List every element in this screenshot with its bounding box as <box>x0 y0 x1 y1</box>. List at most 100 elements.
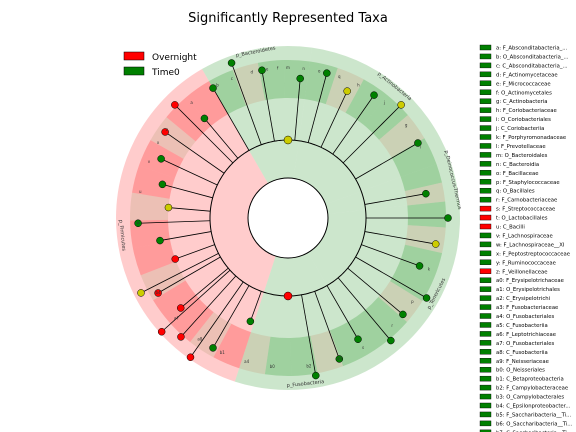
key-label: o: F_Bacillaceae <box>496 171 539 177</box>
taxon-node <box>177 304 185 312</box>
branch <box>332 94 375 155</box>
key-swatch <box>479 402 492 409</box>
clade-wedge <box>379 115 425 158</box>
taxon-node <box>323 69 331 77</box>
branch <box>364 193 426 205</box>
clade-label: d <box>250 69 253 74</box>
taxon-node <box>283 135 293 145</box>
branch <box>160 158 218 186</box>
key-label: b0: O_Neisseriales <box>496 368 545 374</box>
key-label: b: O_Absconditabacteria_... <box>496 54 569 60</box>
legend-swatch-overnight <box>123 51 145 61</box>
clade-label: q <box>338 74 341 79</box>
key-swatch <box>479 349 492 355</box>
taxon-node <box>161 128 169 136</box>
phylum-sector <box>202 46 312 184</box>
key-label: f: O_Actinomycetales <box>496 90 552 96</box>
clade-label: a <box>190 100 193 105</box>
key-label: b5: F_Saccharibacteria__Ti... <box>496 412 572 418</box>
branch <box>138 220 211 224</box>
key-label: r: F_Carnobacteriaceae <box>496 198 557 204</box>
key-swatch <box>479 71 492 78</box>
key-label: v: F_Lachnospiraceae <box>496 233 553 239</box>
taxon-node <box>397 101 405 109</box>
taxon-node <box>335 355 344 363</box>
tree-root-circle <box>247 177 329 259</box>
key-label: y: F_Ruminococcaceae <box>496 260 556 266</box>
taxon-node <box>422 294 431 302</box>
key-swatch <box>479 277 492 283</box>
branch <box>162 183 213 199</box>
clade-wedge <box>407 201 447 228</box>
key-label: a1: O_Erysipelotrichales <box>496 287 560 293</box>
branch <box>231 62 262 145</box>
taxon-node <box>422 189 430 198</box>
taxon-node <box>399 310 407 319</box>
clade-wedge <box>310 330 344 374</box>
taxon-node <box>157 328 166 336</box>
key-label: k: F_Porphyromonadaceae <box>496 135 566 141</box>
clade-label: w <box>136 220 140 225</box>
key-swatch <box>479 196 492 203</box>
clade-label: i <box>420 145 421 150</box>
clade-label: s <box>362 345 364 350</box>
key-label: a2: C_Erysipelotrichi <box>496 296 550 302</box>
legend-swatch-time0 <box>123 66 145 76</box>
key-swatch <box>479 313 492 319</box>
branch <box>180 275 237 338</box>
branch <box>294 78 301 141</box>
clade-label: f <box>277 65 279 70</box>
branch <box>326 285 359 340</box>
tree-nodes <box>134 59 452 380</box>
clade-label: e <box>266 66 269 71</box>
taxon-node <box>156 236 164 245</box>
key-label: s: F_Streptococcaceae <box>496 207 555 213</box>
key-swatch <box>479 98 492 104</box>
key-label: j: C_Coriobacteriia <box>495 126 544 132</box>
branch <box>212 87 250 151</box>
key-label: p: F_Staphylococcaceae <box>496 180 560 186</box>
taxon-node <box>186 353 195 362</box>
key-swatch <box>479 429 492 432</box>
taxon-node <box>343 87 351 95</box>
key-label: u: C_Bacilli <box>496 225 525 231</box>
key-label: a0: F_Erysipelotrichaceae <box>496 278 564 284</box>
key-swatch <box>479 304 492 310</box>
taxon-node <box>387 336 395 345</box>
taxon-node <box>171 101 179 109</box>
key-label: l: F_Prevotellaceae <box>496 144 546 150</box>
taxa-key: a: F_Absconditabacteria_... b: O_Abscondi… <box>479 44 573 432</box>
clade-wedge <box>400 163 442 192</box>
branch <box>180 267 229 309</box>
key-swatch <box>479 250 492 257</box>
taxon-node <box>227 59 236 67</box>
clade-wedge <box>345 79 388 125</box>
clade-wedge <box>132 241 177 276</box>
taxon-node <box>164 203 173 212</box>
key-swatch <box>479 161 492 167</box>
key-label: e: F_Micrococcaceae <box>496 81 551 87</box>
clade-label: g <box>405 123 408 128</box>
key-swatch <box>479 232 492 239</box>
key-swatch <box>479 340 492 346</box>
clade-label: o <box>318 68 321 73</box>
taxon-node <box>246 317 255 326</box>
branch <box>250 291 262 322</box>
branch <box>364 231 436 245</box>
branch <box>261 70 275 142</box>
key-label: a: F_Absconditabacteria_... <box>496 46 568 52</box>
clade-label: b <box>216 83 219 88</box>
taxon-node <box>209 344 217 352</box>
key-swatch <box>479 143 492 149</box>
branch <box>314 291 340 360</box>
taxon-node <box>158 180 167 189</box>
key-label: m: O_Bacteroidales <box>496 153 548 159</box>
key-swatch <box>479 116 492 122</box>
key-swatch <box>479 322 492 328</box>
clade-wedge <box>166 97 211 142</box>
clade-label: a4 <box>244 359 249 364</box>
clade-wedge <box>378 281 423 322</box>
clade-label: u <box>139 189 142 194</box>
clade-wedge <box>390 263 435 302</box>
